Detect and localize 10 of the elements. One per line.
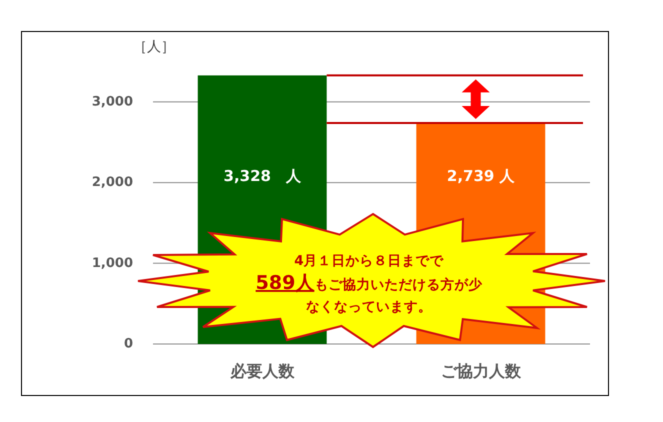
annotation: 4月１日から８日までで589人もご協力いただける方が少なくなっています。 xyxy=(256,253,484,315)
x-tick-label: 必要人数 xyxy=(229,361,296,380)
data-label: 3,328 人 xyxy=(224,167,302,186)
data-label: 2,739 人 xyxy=(446,167,516,186)
y-tick-label: 0 xyxy=(124,336,133,352)
x-tick-label: ご協力人数 xyxy=(440,361,522,380)
y-axis-title: ［人］ xyxy=(133,38,175,55)
y-tick-label: 2,000 xyxy=(92,175,133,190)
y-tick-label: 1,000 xyxy=(92,256,133,271)
y-tick-label: 3,000 xyxy=(92,94,133,110)
